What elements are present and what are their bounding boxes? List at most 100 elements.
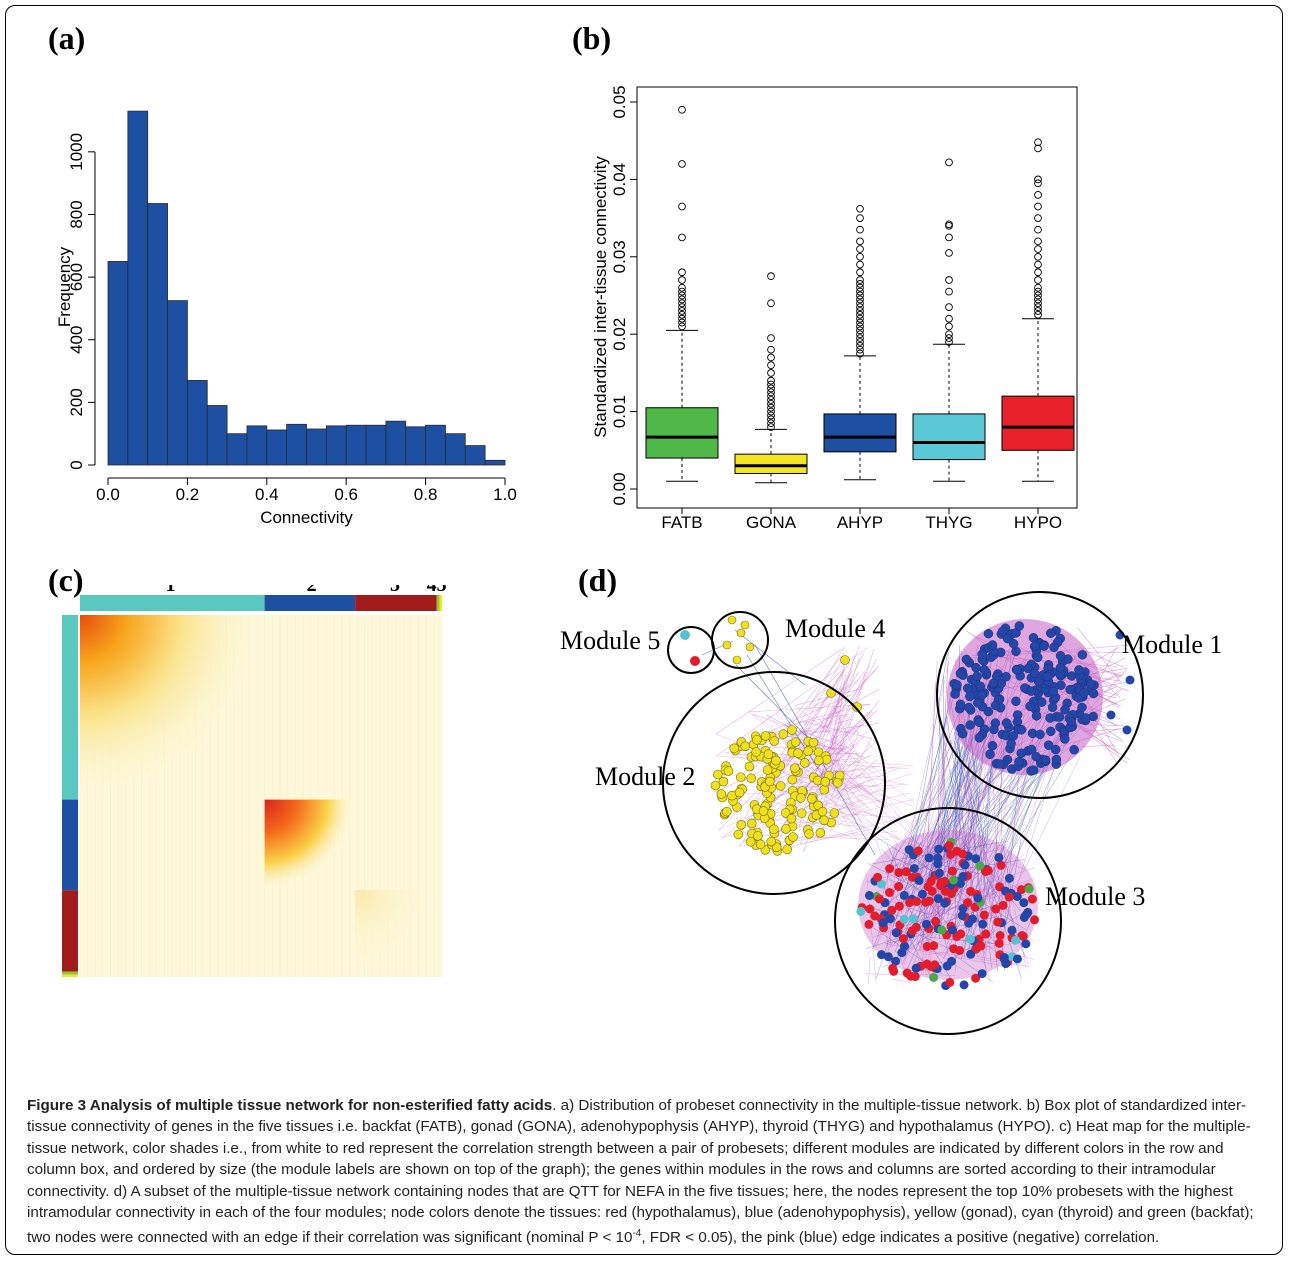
- network-edge: [757, 665, 871, 801]
- outlier-point: [1034, 202, 1042, 211]
- network-node: [993, 917, 1003, 927]
- outlier-point: [1034, 307, 1042, 315]
- module-colorbar-top: [80, 595, 265, 611]
- network-node: [735, 772, 746, 782]
- network-node: [947, 866, 957, 876]
- outlier-point: [856, 225, 864, 234]
- network-node: [1011, 935, 1021, 945]
- network-node: [744, 761, 755, 772]
- network-node: [718, 776, 729, 787]
- network-node: [723, 766, 734, 776]
- network-edge: [816, 805, 870, 839]
- network-node: [766, 836, 777, 847]
- network-node: [922, 959, 932, 969]
- network-edge: [820, 766, 877, 797]
- outlier-point: [856, 349, 864, 358]
- network-node: [1051, 754, 1062, 765]
- network-edge: [833, 707, 859, 757]
- network-edge: [1083, 728, 1129, 732]
- network-edge: [1034, 645, 1121, 677]
- network-node: [819, 784, 830, 795]
- network-node: [852, 702, 862, 712]
- outlier-point: [767, 380, 775, 389]
- network-node: [899, 914, 909, 924]
- module-label-4: Module 4: [785, 614, 885, 643]
- y-tick-label: 0.03: [610, 240, 629, 273]
- network-node: [1122, 725, 1132, 735]
- x-tick-label: FATB: [661, 513, 702, 532]
- network-edge: [793, 710, 878, 792]
- caption-body-2: , FDR < 0.05), the pink (blue) edge indi…: [641, 1229, 1160, 1247]
- network-node: [989, 724, 999, 735]
- network-node: [1027, 894, 1037, 904]
- network-node: [727, 615, 737, 625]
- network-node: [998, 900, 1008, 910]
- network-node: [1066, 671, 1077, 681]
- network-node: [957, 911, 967, 921]
- histogram-bar: [445, 433, 466, 466]
- network-node: [864, 891, 874, 901]
- network-node: [775, 781, 786, 791]
- network-node: [873, 872, 883, 882]
- outlier-point: [767, 400, 775, 408]
- network-node: [745, 642, 755, 652]
- x-tick-label: 0.8: [414, 485, 438, 504]
- network-edge: [767, 731, 872, 845]
- network-node: [716, 789, 727, 799]
- network-node: [973, 698, 983, 708]
- network-edge: [810, 668, 877, 747]
- network-edge: [809, 708, 913, 826]
- network-node: [1030, 915, 1040, 925]
- x-tick-label: THYG: [925, 513, 972, 532]
- network-node: [952, 680, 962, 690]
- network-node: [1088, 688, 1099, 699]
- network-node: [819, 815, 829, 826]
- network-node: [894, 867, 904, 877]
- y-tick-label: 0: [67, 460, 86, 469]
- y-tick-label: 400: [67, 326, 86, 354]
- network-node: [740, 620, 750, 630]
- network-node: [957, 728, 968, 739]
- boxplot-chart: FATB GONA AHYP THYG HYPO 0.00 0.01 0.02 0.03 0.04…: [591, 85, 1078, 532]
- outlier-point: [1034, 191, 1042, 199]
- network-edge: [820, 724, 902, 819]
- outlier-point: [856, 245, 864, 253]
- network-node: [996, 860, 1006, 870]
- network-edge: [831, 747, 863, 781]
- histogram-chart: 0.0 0.2 0.4 0.6 0.8 1.0 Connectivity 0 200 400 600…: [55, 110, 517, 527]
- outlier-point: [856, 314, 864, 323]
- outlier-point: [856, 326, 864, 335]
- y-tick-label: 0.01: [610, 395, 629, 428]
- network-node: [914, 876, 924, 886]
- network-edge: [722, 731, 868, 838]
- outlier-point: [945, 314, 953, 323]
- network-node: [752, 735, 762, 745]
- network-edge: [1081, 744, 1116, 747]
- network-node: [983, 628, 994, 639]
- network-node: [1004, 892, 1014, 902]
- network-node: [1016, 748, 1027, 758]
- network-node: [899, 890, 909, 900]
- outlier-point: [856, 330, 864, 339]
- network-edge: [786, 713, 851, 726]
- outlier-point: [945, 330, 953, 339]
- network-edge: [789, 670, 842, 727]
- network-node: [913, 846, 923, 856]
- network-node: [1079, 688, 1089, 698]
- network-edge: [996, 664, 1120, 755]
- outlier-point: [1034, 283, 1042, 292]
- outlier-point: [678, 307, 686, 315]
- module-colorbar-left: [62, 799, 78, 891]
- x-tick-label: 0.2: [176, 485, 200, 504]
- network-node: [1026, 744, 1037, 755]
- outlier-point: [767, 334, 775, 342]
- network-node: [912, 897, 922, 907]
- network-node: [1040, 755, 1051, 765]
- network-edge: [828, 648, 875, 793]
- network-node: [1049, 642, 1059, 652]
- outlier-point: [767, 272, 775, 281]
- network-node: [793, 748, 803, 758]
- network-edge: [734, 629, 806, 686]
- x-axis-label: Connectivity: [260, 508, 353, 527]
- network-edge: [752, 713, 848, 748]
